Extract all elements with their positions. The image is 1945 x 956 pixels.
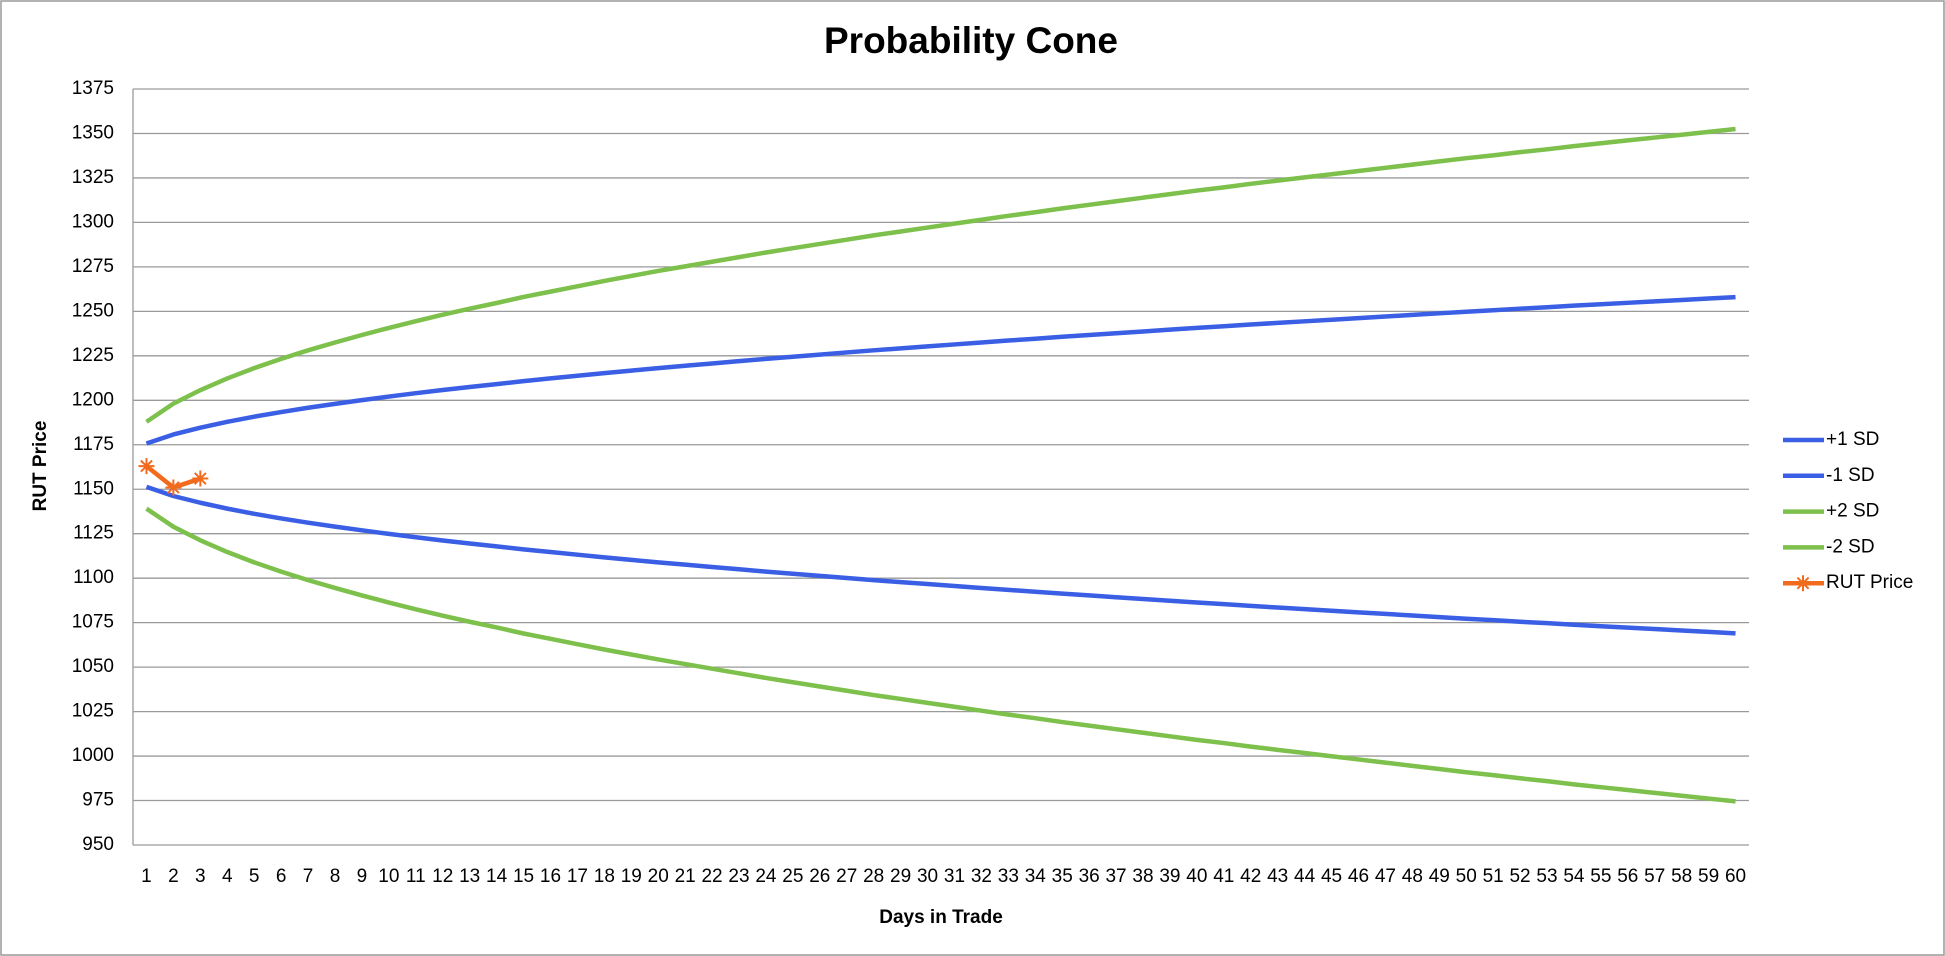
x-tick-label: 54	[1563, 866, 1585, 887]
legend-label: -1 SD	[1826, 465, 1875, 486]
x-tick-label: 17	[567, 866, 588, 887]
x-tick-label: 2	[168, 866, 179, 887]
y-tick-label: 1325	[72, 167, 114, 188]
x-tick-label: 31	[944, 866, 965, 887]
x-tick-label: 7	[303, 866, 314, 887]
x-tick-label: 20	[648, 866, 669, 887]
x-tick-label: 36	[1079, 866, 1100, 887]
x-tick-label: 14	[486, 866, 508, 887]
x-tick-label: 21	[675, 866, 696, 887]
x-tick-label: 1	[141, 866, 152, 887]
x-tick-label: 34	[1025, 866, 1047, 887]
series-line	[145, 506, 1736, 804]
x-tick-label: 13	[459, 866, 480, 887]
y-tick-label: 1000	[72, 745, 114, 766]
y-tick-label: 1050	[72, 656, 114, 677]
x-tick-label: 47	[1375, 866, 1396, 887]
x-tick-label: 15	[513, 866, 534, 887]
x-tick-label: 10	[378, 866, 399, 887]
x-tick-label: 55	[1590, 866, 1611, 887]
x-tick-label: 29	[890, 866, 911, 887]
chart-title: Probability Cone	[824, 20, 1118, 61]
x-tick-label: 50	[1456, 866, 1477, 887]
x-tick-label: 25	[782, 866, 803, 887]
y-tick-label: 1075	[72, 612, 114, 633]
y-tick-label: 950	[82, 834, 114, 855]
y-tick-label: 1275	[72, 256, 114, 277]
series-line	[145, 126, 1736, 424]
x-tick-label: 40	[1186, 866, 1207, 887]
y-tick-label: 1300	[72, 211, 114, 232]
legend-label: +1 SD	[1826, 429, 1879, 450]
legend-label: RUT Price	[1826, 572, 1913, 593]
y-tick-label: 975	[82, 790, 114, 811]
x-tick-label: 49	[1429, 866, 1450, 887]
y-tick-label: 1375	[72, 78, 114, 99]
series-line	[145, 484, 1736, 636]
x-tick-label: 3	[195, 866, 206, 887]
data-marker	[165, 479, 182, 496]
x-tick-label: 59	[1698, 866, 1719, 887]
x-tick-label: 8	[330, 866, 341, 887]
x-tick-label: 37	[1105, 866, 1126, 887]
legend-marker	[1795, 575, 1811, 592]
x-tick-label: 51	[1483, 866, 1504, 887]
y-tick-label: 1200	[72, 389, 114, 410]
x-tick-label: 12	[432, 866, 453, 887]
y-axis-title: RUT Price	[30, 421, 51, 512]
y-tick-label: 1350	[72, 122, 114, 143]
x-tick-label: 44	[1294, 866, 1316, 887]
x-tick-label: 52	[1509, 866, 1530, 887]
y-tick-label: 1025	[72, 701, 114, 722]
y-tick-label: 1100	[73, 567, 114, 588]
data-marker	[138, 458, 155, 475]
x-tick-label: 5	[249, 866, 260, 887]
x-tick-label: 32	[971, 866, 992, 887]
x-tick-label: 57	[1644, 866, 1665, 887]
x-tick-label: 27	[836, 866, 857, 887]
x-tick-label: 53	[1536, 866, 1557, 887]
legend-label: +2 SD	[1826, 501, 1879, 522]
x-tick-label: 33	[998, 866, 1019, 887]
x-tick-label: 43	[1267, 866, 1288, 887]
x-tick-label: 46	[1348, 866, 1369, 887]
x-tick-label: 4	[222, 866, 233, 887]
x-tick-label: 38	[1132, 866, 1153, 887]
y-tick-label: 1175	[73, 434, 114, 455]
x-tick-label: 16	[540, 866, 561, 887]
x-tick-label: 56	[1617, 866, 1638, 887]
x-tick-label: 45	[1321, 866, 1342, 887]
x-tick-label: 41	[1213, 866, 1234, 887]
x-axis-title: Days in Trade	[879, 907, 1003, 928]
y-tick-label: 1225	[72, 345, 114, 366]
x-tick-label: 48	[1402, 866, 1423, 887]
y-tick-label: 1250	[72, 300, 114, 321]
data-marker	[192, 470, 209, 487]
x-tick-label: 6	[276, 866, 287, 887]
x-tick-label: 22	[701, 866, 722, 887]
x-tick-label: 9	[357, 866, 368, 887]
x-tick-label: 60	[1725, 866, 1746, 887]
y-tick-label: 1125	[73, 523, 114, 544]
legend-label: -2 SD	[1826, 536, 1875, 557]
x-tick-label: 11	[406, 866, 426, 887]
x-tick-label: 26	[809, 866, 830, 887]
x-tick-label: 42	[1240, 866, 1261, 887]
x-tick-label: 58	[1671, 866, 1692, 887]
x-tick-label: 39	[1159, 866, 1180, 887]
x-tick-label: 28	[863, 866, 884, 887]
x-tick-label: 24	[755, 866, 777, 887]
x-tick-label: 30	[917, 866, 938, 887]
x-tick-label: 18	[594, 866, 615, 887]
x-tick-label: 23	[728, 866, 749, 887]
x-tick-label: 35	[1052, 866, 1073, 887]
x-tick-label: 19	[621, 866, 642, 887]
series-line	[145, 294, 1736, 446]
y-tick-label: 1150	[73, 478, 114, 499]
